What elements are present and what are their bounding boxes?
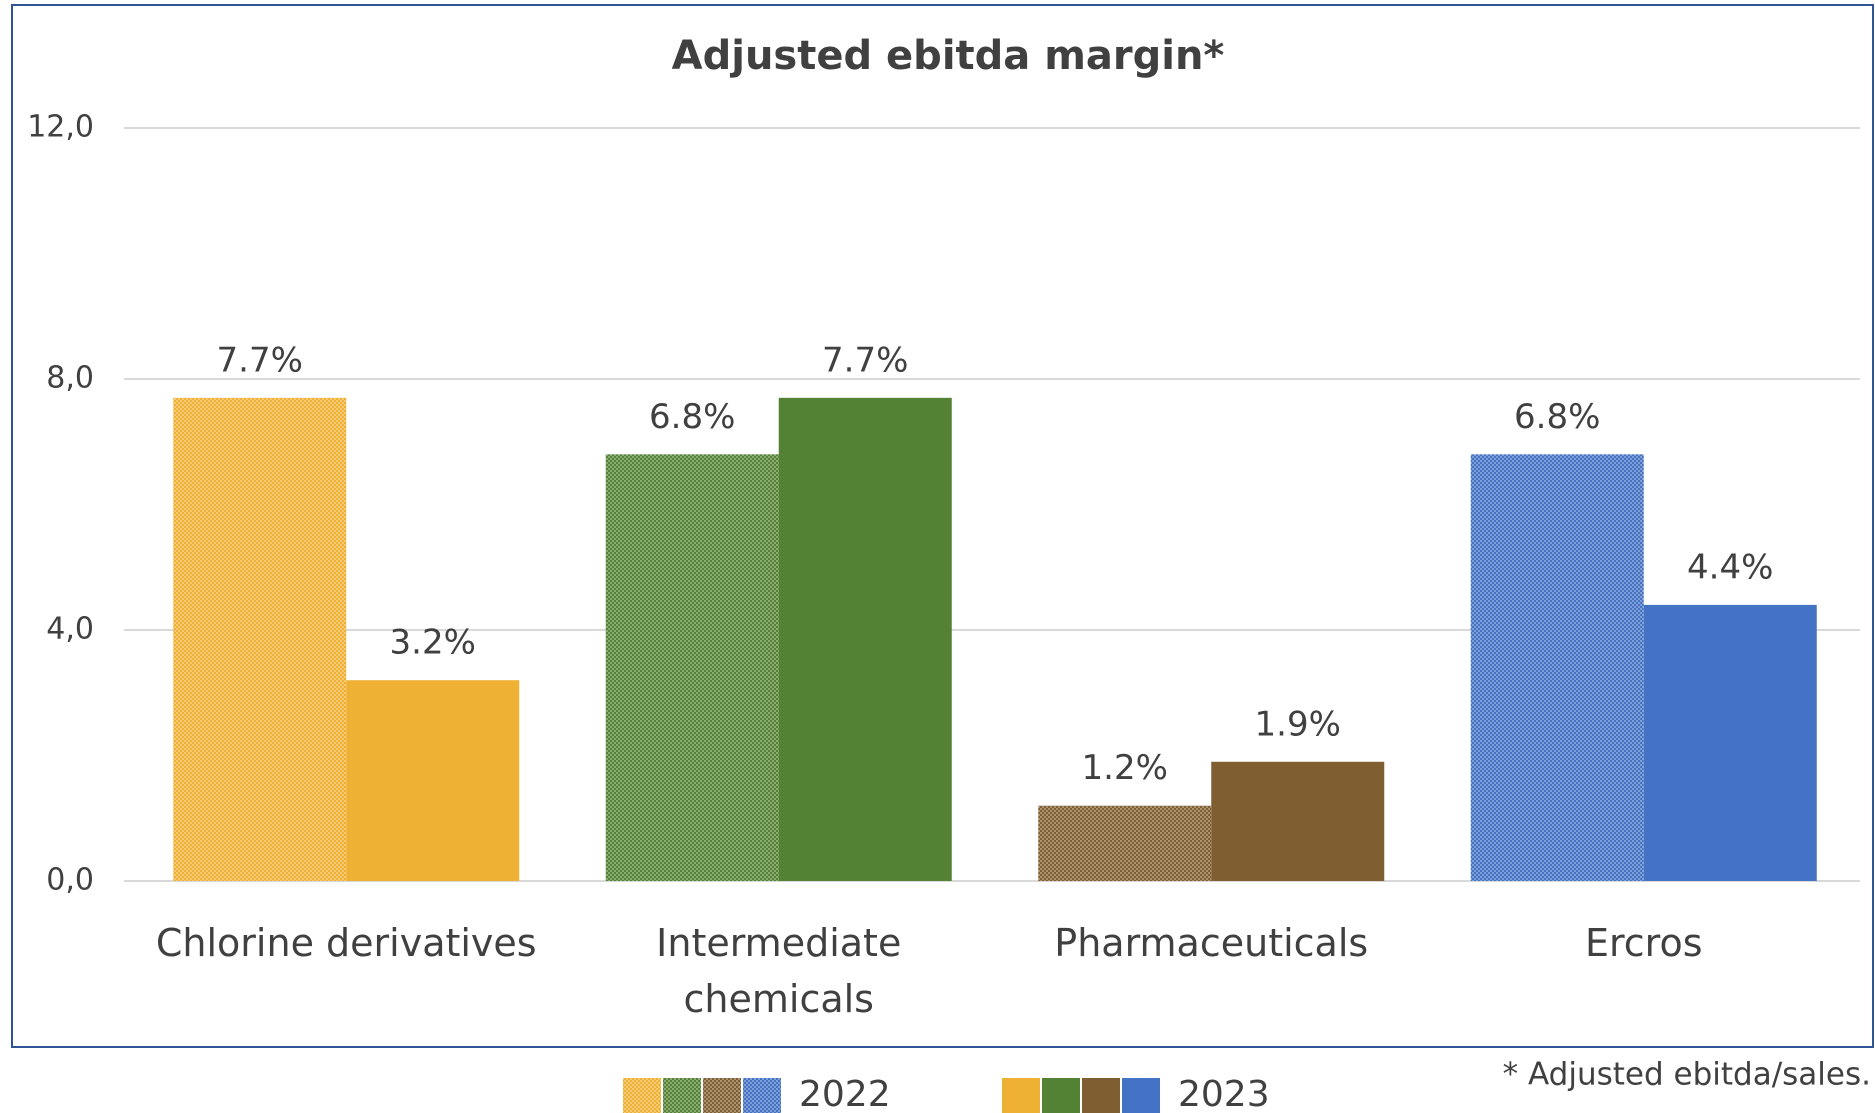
data-label: 6.8% <box>1514 397 1600 437</box>
legend-swatch <box>703 1078 741 1113</box>
bar <box>346 680 520 881</box>
bar <box>778 397 952 881</box>
legend-swatch <box>1082 1078 1120 1113</box>
bar <box>1038 805 1212 881</box>
footnote: * Adjusted ebitda/sales. <box>1503 1057 1871 1093</box>
y-tick-label: 0,0 <box>46 863 94 898</box>
y-tick-label: 12,0 <box>27 110 94 145</box>
x-tick-label: Pharmaceuticals <box>1054 921 1369 965</box>
legend-swatch <box>1002 1078 1040 1113</box>
data-label: 6.8% <box>649 397 735 437</box>
bar <box>605 454 779 881</box>
bar <box>1643 604 1817 881</box>
y-tick-label: 4,0 <box>46 612 94 647</box>
x-tick-label: Chlorine derivatives <box>155 921 537 965</box>
legend-swatch <box>743 1078 781 1113</box>
bar <box>1470 454 1644 881</box>
data-label: 7.7% <box>217 340 303 380</box>
legend-swatch <box>1042 1078 1080 1113</box>
x-tick-label: Ercros <box>1584 921 1703 965</box>
bar <box>1211 761 1385 881</box>
legend-swatch <box>623 1078 661 1113</box>
chart-title: Adjusted ebitda margin* <box>672 33 1225 79</box>
chart-border <box>11 4 1874 1048</box>
legend-label: 2022 <box>799 1074 891 1113</box>
data-label: 4.4% <box>1687 547 1773 587</box>
data-label: 1.9% <box>1255 704 1341 744</box>
data-label: 3.2% <box>390 623 476 663</box>
data-label: 7.7% <box>822 340 908 380</box>
legend-label: 2023 <box>1178 1074 1270 1113</box>
y-tick-label: 8,0 <box>46 361 94 396</box>
legend-swatch <box>663 1078 701 1113</box>
x-tick-label: Intermediate chemicals <box>656 921 902 1021</box>
bar <box>173 397 347 881</box>
data-label: 1.2% <box>1082 748 1168 788</box>
legend-swatch <box>1122 1078 1160 1113</box>
